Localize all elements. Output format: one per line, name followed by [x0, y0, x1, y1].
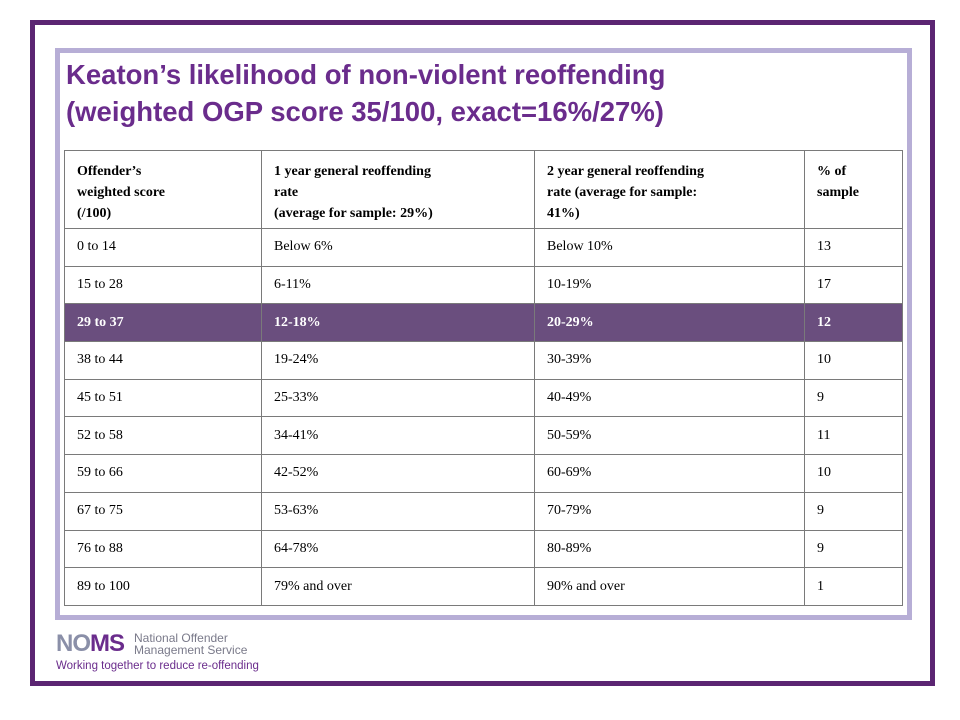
cell-2-year-rate: 80-89% — [534, 529, 805, 569]
logo-mark-ms: MS — [90, 630, 125, 657]
cell-percent-sample: 10 — [804, 341, 903, 380]
table-header-row: Offender’s weighted score (/100) 1 year … — [64, 150, 903, 229]
table-row: 15 to 28 6-11% 10-19% 17 — [64, 265, 903, 305]
cell-1-year-rate: 19-24% — [261, 341, 535, 380]
header-percent-sample: % of sample — [804, 150, 903, 229]
header-weighted-score: Offender’s weighted score (/100) — [64, 150, 262, 229]
noms-logo-mark: NOMS — [56, 630, 125, 657]
slide-title-line2: (weighted OGP score 35/100, exact=16%/27… — [66, 96, 664, 127]
table-row: 89 to 100 79% and over 90% and over 1 — [64, 567, 903, 606]
logo-org-name: National Offender Management Service — [134, 632, 247, 656]
cell-score-band: 67 to 75 — [64, 491, 262, 531]
cell-score-band: 15 to 28 — [64, 265, 262, 305]
cell-score-band: 52 to 58 — [64, 416, 262, 456]
cell-percent-sample: 17 — [804, 265, 903, 305]
header-2-year-rate: 2 year general reoffending rate (average… — [534, 150, 805, 229]
cell-score-band: 45 to 51 — [64, 378, 262, 418]
table-body: 0 to 14 Below 6% Below 10% 13 15 to 28 6-11% 1… — [64, 228, 903, 606]
cell-percent-sample: 10 — [804, 454, 903, 493]
noms-logo: NOMS National Offender Management Servic… — [56, 632, 316, 676]
cell-1-year-rate: 34-41% — [261, 416, 535, 456]
cell-1-year-rate: 64-78% — [261, 529, 535, 569]
cell-score-band: 0 to 14 — [64, 228, 262, 267]
cell-2-year-rate: 30-39% — [534, 341, 805, 380]
cell-percent-sample: 13 — [804, 228, 903, 267]
cell-percent-sample: 9 — [804, 491, 903, 531]
slide-title-line1: Keaton’s likelihood of non-violent reoff… — [66, 59, 666, 90]
cell-2-year-rate: 90% and over — [534, 567, 805, 606]
table-row: 52 to 58 34-41% 50-59% 11 — [64, 416, 903, 456]
cell-2-year-rate: 20-29% — [534, 303, 805, 343]
slide-title: Keaton’s likelihood of non-violent reoff… — [66, 56, 896, 130]
logo-name-line2: Management Service — [134, 643, 248, 657]
cell-2-year-rate: 40-49% — [534, 378, 805, 418]
cell-score-band: 89 to 100 — [64, 567, 262, 606]
cell-2-year-rate: 70-79% — [534, 491, 805, 531]
logo-name-line1: National Offender — [134, 631, 228, 645]
cell-2-year-rate: Below 10% — [534, 228, 805, 267]
cell-score-band: 76 to 88 — [64, 529, 262, 569]
table-row: 0 to 14 Below 6% Below 10% 13 — [64, 228, 903, 267]
cell-1-year-rate: Below 6% — [261, 228, 535, 267]
cell-2-year-rate: 50-59% — [534, 416, 805, 456]
cell-percent-sample: 12 — [804, 303, 903, 343]
cell-1-year-rate: 6-11% — [261, 265, 535, 305]
cell-1-year-rate: 42-52% — [261, 454, 535, 493]
reoffending-table: Offender’s weighted score (/100) 1 year … — [64, 150, 903, 606]
logo-tagline: Working together to reduce re-offending — [56, 660, 259, 672]
table-row: 67 to 75 53-63% 70-79% 9 — [64, 491, 903, 531]
cell-percent-sample: 9 — [804, 378, 903, 418]
table-row: 76 to 88 64-78% 80-89% 9 — [64, 529, 903, 569]
cell-score-band: 59 to 66 — [64, 454, 262, 493]
cell-1-year-rate: 53-63% — [261, 491, 535, 531]
cell-percent-sample: 1 — [804, 567, 903, 606]
header-1-year-rate: 1 year general reoffending rate (average… — [261, 150, 535, 229]
cell-score-band: 29 to 37 — [64, 303, 262, 343]
cell-percent-sample: 11 — [804, 416, 903, 456]
table-row: 45 to 51 25-33% 40-49% 9 — [64, 378, 903, 418]
cell-score-band: 38 to 44 — [64, 341, 262, 380]
cell-1-year-rate: 12-18% — [261, 303, 535, 343]
cell-2-year-rate: 60-69% — [534, 454, 805, 493]
cell-percent-sample: 9 — [804, 529, 903, 569]
logo-mark-no: NO — [56, 630, 91, 657]
table-row: 29 to 37 12-18% 20-29% 12 — [64, 303, 903, 343]
cell-2-year-rate: 10-19% — [534, 265, 805, 305]
table-row: 38 to 44 19-24% 30-39% 10 — [64, 341, 903, 380]
cell-1-year-rate: 25-33% — [261, 378, 535, 418]
table-row: 59 to 66 42-52% 60-69% 10 — [64, 454, 903, 493]
cell-1-year-rate: 79% and over — [261, 567, 535, 606]
